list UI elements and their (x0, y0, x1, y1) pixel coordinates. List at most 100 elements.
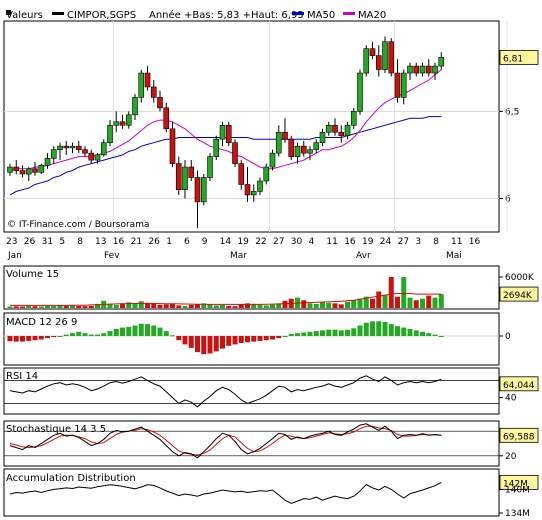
accumulation-label: Accumulation Distribution (6, 473, 136, 484)
candle-up (57, 145, 63, 150)
macd-bar (338, 330, 344, 336)
macd-bar (132, 325, 138, 336)
price-tick-label: 6,5 (505, 107, 519, 117)
candle-up (350, 111, 357, 126)
volume-bar (57, 305, 63, 308)
x-day-label: 19 (237, 237, 249, 247)
macd-bar (201, 336, 207, 355)
macd-bar (88, 334, 94, 336)
volume-bar (301, 300, 307, 308)
volume-bar (420, 298, 425, 308)
macd-bar (38, 336, 44, 340)
macd-bar (276, 336, 282, 339)
candle-up (207, 156, 213, 178)
x-day-label: 6 (184, 237, 190, 247)
volume-bar (382, 295, 388, 308)
volume-bar (151, 303, 157, 308)
macd-bar (326, 329, 332, 336)
x-month-label: Jan (7, 251, 22, 261)
legend-swatch-ma20 (343, 12, 355, 15)
volume-bar (220, 304, 225, 308)
macd-bar (220, 336, 225, 349)
macd-bar (363, 322, 369, 336)
macd-bar (26, 336, 32, 341)
volume-bar (76, 306, 82, 308)
macd-bar (176, 336, 182, 341)
volume-bar (332, 303, 338, 308)
volume-last-label: 2694K (503, 291, 533, 301)
macd-bar (76, 331, 82, 336)
volume-bar (282, 300, 288, 308)
macd-bar (426, 333, 432, 336)
volume-bar (263, 305, 269, 308)
x-day-label: 14 (220, 237, 232, 247)
candle-down (88, 152, 95, 161)
stoch-last-label: 69,588 (503, 432, 535, 442)
rsi-tick-label: 40 (505, 394, 517, 404)
volume-bar (401, 277, 407, 308)
price-panel: 6 6,5 6,81 Valeurs CIMPOR,SGPS Année +Bas: 5,… (3, 9, 539, 261)
candle-up (382, 41, 388, 70)
candle-up (107, 124, 113, 143)
candle-down (300, 145, 307, 154)
candle-up (125, 114, 132, 126)
macd-bar (32, 336, 38, 341)
x-month-label: Avr (356, 251, 371, 261)
accum-last-label: 142M (503, 479, 528, 489)
stoch-tick-label: 20 (505, 452, 517, 462)
x-day-label: 1 (166, 237, 172, 247)
panel-frame (3, 20, 500, 233)
macd-bar (301, 332, 307, 336)
ma20-line (9, 69, 442, 171)
candle-down (13, 166, 20, 171)
volume-bar (138, 301, 144, 308)
candle-up (219, 124, 226, 140)
volume-bar (201, 303, 207, 308)
legend-swatch-ma50 (292, 12, 304, 15)
price-tick-label: 6 (505, 194, 511, 204)
macd-bar (438, 336, 444, 337)
candle-down (288, 138, 295, 157)
candle-up (294, 145, 301, 157)
legend: Valeurs CIMPOR,SGPS Année +Bas: 5,83 +Haut… (6, 9, 386, 21)
x-day-label: 21 (131, 237, 142, 247)
volume-bar (170, 303, 175, 308)
x-day-label: 13 (95, 237, 106, 247)
macd-bar (13, 336, 19, 342)
macd-bar (20, 336, 25, 342)
candle-down (82, 149, 88, 154)
macd-bar (82, 333, 88, 336)
x-day-label: 16 (113, 237, 125, 247)
macd-bar (57, 336, 63, 337)
candle-down (225, 124, 232, 143)
volume-bar (307, 303, 313, 308)
candle-up (269, 152, 276, 168)
macd-bar (351, 328, 357, 336)
volume-bar (7, 306, 13, 308)
volume-ma-line (10, 293, 442, 306)
macd-bar (313, 331, 319, 336)
candle-down (169, 128, 176, 164)
candle-down (119, 121, 126, 126)
watermark: © IT-Finance.com / Boursorama (7, 220, 149, 230)
volume-last-label-box (499, 286, 539, 302)
volume-bar (38, 306, 44, 308)
accum-tick-label-low: 134M (505, 509, 530, 519)
macd-bar (307, 331, 313, 336)
candle-down (332, 124, 338, 133)
accumulation-line (9, 481, 442, 504)
x-day-label: 4 (309, 237, 315, 247)
x-month-label: Mai (446, 251, 462, 261)
candle-up (69, 145, 76, 149)
candle-down (32, 168, 38, 173)
volume-bar (276, 303, 282, 308)
stoch-k-line (9, 423, 442, 459)
volume-bar (326, 302, 332, 308)
macd-bar (70, 333, 75, 336)
stoch-d-line (9, 425, 442, 456)
volume-bar (238, 304, 244, 308)
candle-up (113, 121, 120, 126)
macd-bar (232, 336, 238, 345)
volume-bar (195, 304, 200, 308)
volume-bar (188, 304, 194, 308)
